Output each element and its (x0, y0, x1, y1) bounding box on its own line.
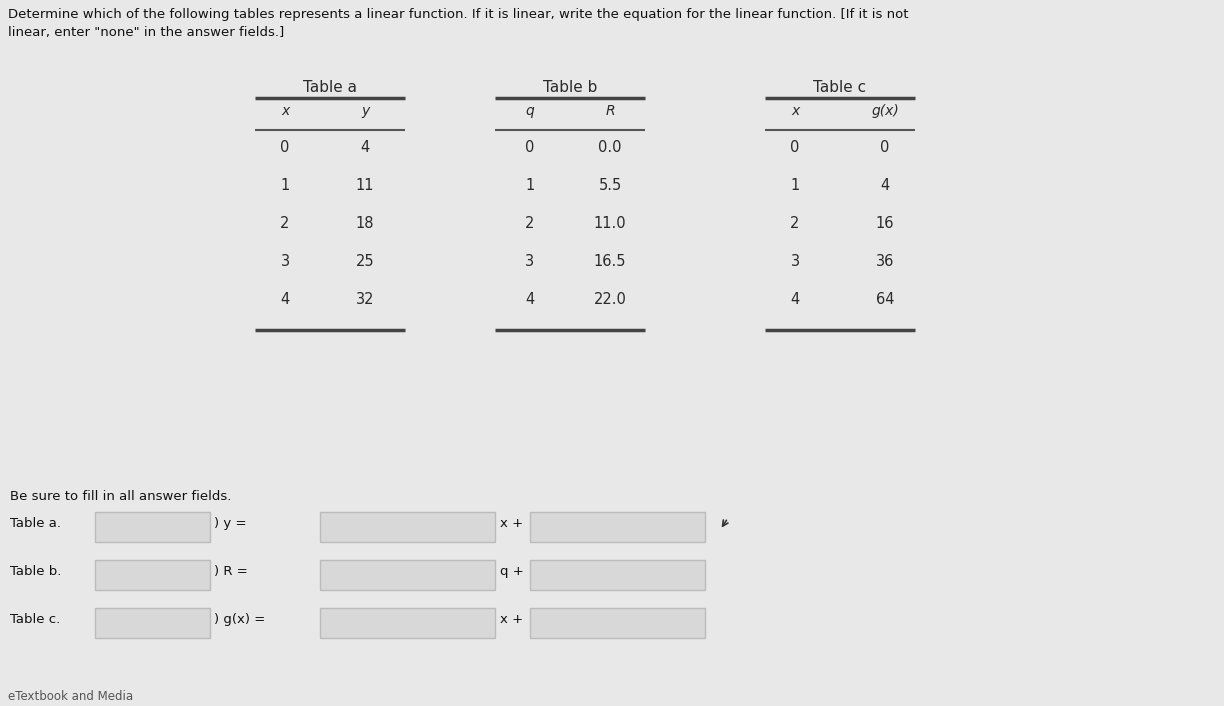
Text: 2: 2 (525, 216, 535, 231)
Text: 64: 64 (875, 292, 895, 307)
Text: 2: 2 (280, 216, 290, 231)
Text: Table a: Table a (304, 80, 357, 95)
Text: ) g(x) =: ) g(x) = (214, 613, 266, 626)
Text: 4: 4 (880, 178, 890, 193)
Text: 3: 3 (791, 254, 799, 269)
Text: R: R (605, 104, 614, 118)
Text: Table a.: Table a. (10, 517, 61, 530)
Text: 1: 1 (525, 178, 535, 193)
Bar (530, 560, 705, 590)
Text: Table c.: Table c. (10, 613, 60, 626)
Text: y: y (361, 104, 370, 118)
Text: 0: 0 (791, 140, 799, 155)
Text: 4: 4 (525, 292, 535, 307)
Text: 16.5: 16.5 (594, 254, 627, 269)
Bar (95, 512, 211, 542)
Text: 4: 4 (360, 140, 370, 155)
Text: 4: 4 (280, 292, 290, 307)
Text: x: x (280, 104, 289, 118)
Text: 0: 0 (880, 140, 890, 155)
Text: 11: 11 (356, 178, 375, 193)
Text: x: x (791, 104, 799, 118)
Text: 32: 32 (356, 292, 375, 307)
Text: x +: x + (499, 613, 523, 626)
Bar (319, 560, 494, 590)
Bar (95, 608, 211, 638)
Text: 0: 0 (525, 140, 535, 155)
Text: x +: x + (499, 517, 523, 530)
Text: q +: q + (499, 565, 524, 578)
Text: linear, enter "none" in the answer fields.]: linear, enter "none" in the answer field… (9, 26, 284, 39)
Text: Table c: Table c (814, 80, 867, 95)
Text: 16: 16 (875, 216, 895, 231)
Bar (319, 608, 494, 638)
Text: Table b: Table b (542, 80, 597, 95)
Text: 4: 4 (791, 292, 799, 307)
Text: eTextbook and Media: eTextbook and Media (9, 690, 133, 703)
Text: Be sure to fill in all answer fields.: Be sure to fill in all answer fields. (10, 490, 231, 503)
Text: 1: 1 (791, 178, 799, 193)
Text: Table b.: Table b. (10, 565, 61, 578)
Text: q: q (525, 104, 535, 118)
Bar (530, 608, 705, 638)
Text: 36: 36 (876, 254, 895, 269)
Text: ) y =: ) y = (214, 517, 246, 530)
Text: 2: 2 (791, 216, 799, 231)
Text: Determine which of the following tables represents a linear function. If it is l: Determine which of the following tables … (9, 8, 908, 21)
Text: 3: 3 (525, 254, 535, 269)
Text: 0.0: 0.0 (599, 140, 622, 155)
Text: 1: 1 (280, 178, 290, 193)
Text: 3: 3 (280, 254, 290, 269)
Text: 18: 18 (356, 216, 375, 231)
Text: 25: 25 (356, 254, 375, 269)
Bar (95, 560, 211, 590)
Text: g(x): g(x) (871, 104, 898, 118)
Bar (530, 512, 705, 542)
Bar (319, 512, 494, 542)
Text: 0: 0 (280, 140, 290, 155)
Text: 5.5: 5.5 (599, 178, 622, 193)
Text: ) R =: ) R = (214, 565, 247, 578)
Text: 11.0: 11.0 (594, 216, 627, 231)
Text: 22.0: 22.0 (594, 292, 627, 307)
